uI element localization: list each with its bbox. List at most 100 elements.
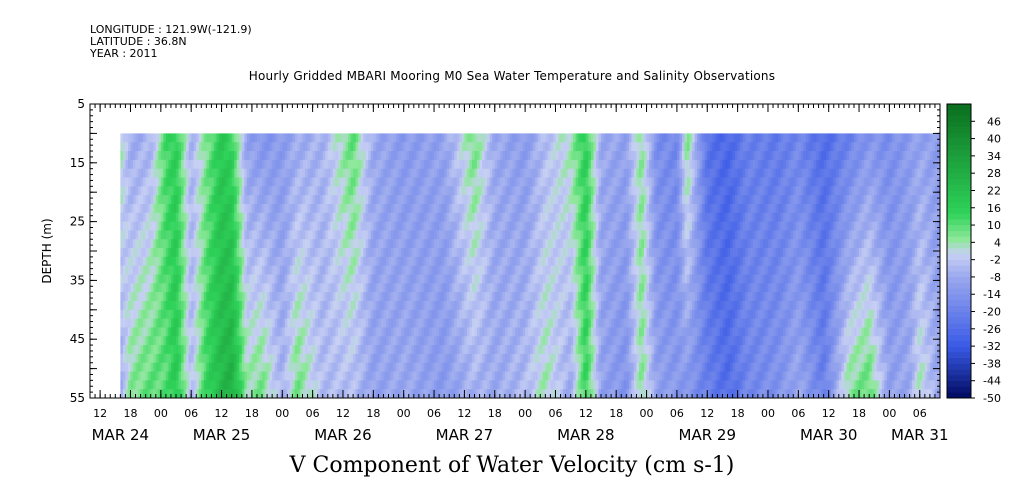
heatmap-cell bbox=[251, 159, 255, 170]
heatmap-cell bbox=[353, 300, 357, 311]
heatmap-cell bbox=[413, 239, 417, 249]
heatmap-cell bbox=[120, 186, 124, 196]
heatmap-cell bbox=[348, 221, 351, 231]
heatmap-cell bbox=[236, 159, 240, 170]
heatmap-cell bbox=[307, 221, 311, 231]
heatmap-cell bbox=[226, 380, 230, 390]
heatmap-cell bbox=[173, 380, 177, 390]
heatmap-cell bbox=[138, 327, 141, 337]
heatmap-cell bbox=[193, 318, 197, 328]
heatmap-cell bbox=[439, 142, 443, 152]
heatmap-cell bbox=[378, 212, 382, 222]
heatmap-cell bbox=[350, 318, 354, 328]
heatmap-cell bbox=[310, 345, 314, 355]
heatmap-cell bbox=[168, 212, 172, 222]
heatmap-cell bbox=[426, 380, 430, 390]
heatmap-cell bbox=[515, 371, 518, 381]
heatmap-cell bbox=[449, 230, 453, 240]
heatmap-cell bbox=[385, 203, 389, 214]
heatmap-cell bbox=[492, 230, 496, 240]
heatmap-cell bbox=[282, 151, 286, 161]
heatmap-cell bbox=[383, 345, 387, 355]
heatmap-cell bbox=[517, 133, 521, 143]
heatmap-cell bbox=[403, 203, 407, 214]
heatmap-cell bbox=[130, 300, 134, 311]
heatmap-cell bbox=[451, 195, 455, 205]
heatmap-cell bbox=[332, 353, 336, 364]
heatmap-cell bbox=[441, 256, 445, 267]
heatmap-cell bbox=[279, 177, 283, 187]
heatmap-cell bbox=[213, 327, 217, 337]
heatmap-cell bbox=[504, 133, 508, 143]
heatmap-cell bbox=[380, 239, 384, 249]
heatmap-cell bbox=[244, 159, 248, 170]
heatmap-cell bbox=[224, 248, 228, 258]
heatmap-cell bbox=[299, 274, 303, 284]
heatmap-cell bbox=[312, 300, 316, 311]
heatmap-cell bbox=[398, 345, 402, 355]
heatmap-cell bbox=[208, 133, 212, 143]
heatmap-cell bbox=[188, 283, 192, 293]
heatmap-cell bbox=[272, 283, 276, 293]
heatmap-cell bbox=[178, 265, 182, 275]
heatmap-cell bbox=[173, 389, 177, 399]
heatmap-cell bbox=[385, 248, 389, 258]
heatmap-cell bbox=[398, 177, 402, 187]
heatmap-cell bbox=[345, 151, 349, 161]
heatmap-cell bbox=[527, 186, 531, 196]
heatmap-cell bbox=[375, 265, 379, 275]
heatmap-cell bbox=[299, 265, 303, 275]
heatmap-cell bbox=[401, 133, 405, 143]
heatmap-cell bbox=[428, 336, 432, 346]
heatmap-cell bbox=[234, 151, 238, 161]
heatmap-cell bbox=[434, 318, 437, 328]
heatmap-cell bbox=[279, 345, 283, 355]
heatmap-cell bbox=[320, 300, 324, 311]
heatmap-cell bbox=[125, 362, 129, 372]
heatmap-cell bbox=[337, 362, 341, 372]
heatmap-cell bbox=[350, 203, 354, 214]
heatmap-cell bbox=[165, 327, 169, 337]
heatmap-cell bbox=[517, 283, 521, 293]
heatmap-cell bbox=[231, 230, 235, 240]
heatmap-cell bbox=[398, 362, 402, 372]
heatmap-cell bbox=[484, 186, 488, 196]
heatmap-cell bbox=[451, 177, 455, 187]
heatmap-cell bbox=[522, 142, 526, 152]
heatmap-cell bbox=[211, 168, 215, 178]
heatmap-cell bbox=[358, 371, 362, 381]
heatmap-cell bbox=[231, 248, 235, 258]
heatmap-cell bbox=[249, 371, 253, 381]
heatmap-cell bbox=[459, 283, 463, 293]
heatmap-cell bbox=[406, 380, 410, 390]
heatmap-cell bbox=[203, 353, 207, 364]
heatmap-cell bbox=[140, 256, 144, 267]
heatmap-cell bbox=[406, 274, 410, 284]
heatmap-cell bbox=[413, 362, 417, 372]
heatmap-cell bbox=[274, 203, 278, 214]
heatmap-cell bbox=[297, 203, 301, 214]
heatmap-cell bbox=[312, 142, 316, 152]
heatmap-cell bbox=[530, 300, 534, 311]
heatmap-cell bbox=[446, 309, 450, 320]
heatmap-cell bbox=[133, 309, 136, 320]
heatmap-cell bbox=[203, 195, 207, 205]
heatmap-cell bbox=[459, 309, 463, 320]
heatmap-cell bbox=[264, 221, 268, 231]
heatmap-cell bbox=[416, 283, 420, 293]
heatmap-cell bbox=[239, 345, 243, 355]
heatmap-cell bbox=[246, 256, 250, 267]
heatmap-cell bbox=[411, 353, 415, 364]
heatmap-cell bbox=[363, 300, 367, 311]
heatmap-cell bbox=[196, 239, 200, 249]
heatmap-cell bbox=[388, 371, 392, 381]
heatmap-cell bbox=[461, 221, 465, 231]
heatmap-cell bbox=[163, 133, 167, 143]
heatmap-cell bbox=[522, 380, 526, 390]
heatmap-cell bbox=[434, 327, 437, 337]
heatmap-cell bbox=[499, 300, 503, 311]
heatmap-cell bbox=[335, 151, 339, 161]
heatmap-cell bbox=[170, 133, 174, 143]
heatmap-cell bbox=[527, 300, 531, 311]
heatmap-cell bbox=[368, 371, 372, 381]
